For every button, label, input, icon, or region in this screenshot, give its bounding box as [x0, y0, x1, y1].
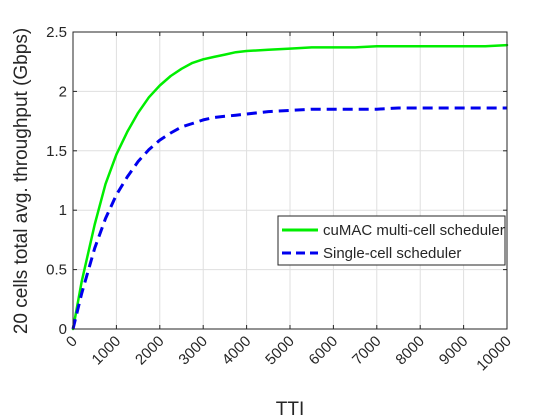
y-tick-label: 1.5	[46, 143, 67, 160]
y-axis-title: 20 cells total avg. throughput (Gbps)	[11, 28, 32, 334]
legend: cuMAC multi-cell scheduler Single-cell s…	[278, 216, 505, 265]
legend-label-cumac: cuMAC multi-cell scheduler	[323, 222, 505, 239]
legend-label-single-cell: Single-cell scheduler	[323, 245, 461, 262]
y-tick-label: 2.5	[46, 24, 67, 41]
x-axis-title: TTI	[276, 399, 305, 420]
y-tick-label: 2	[59, 83, 67, 100]
y-tick-label: 0.5	[46, 262, 67, 279]
y-tick-label: 1	[59, 202, 67, 219]
y-tick-label: 0	[59, 321, 67, 338]
